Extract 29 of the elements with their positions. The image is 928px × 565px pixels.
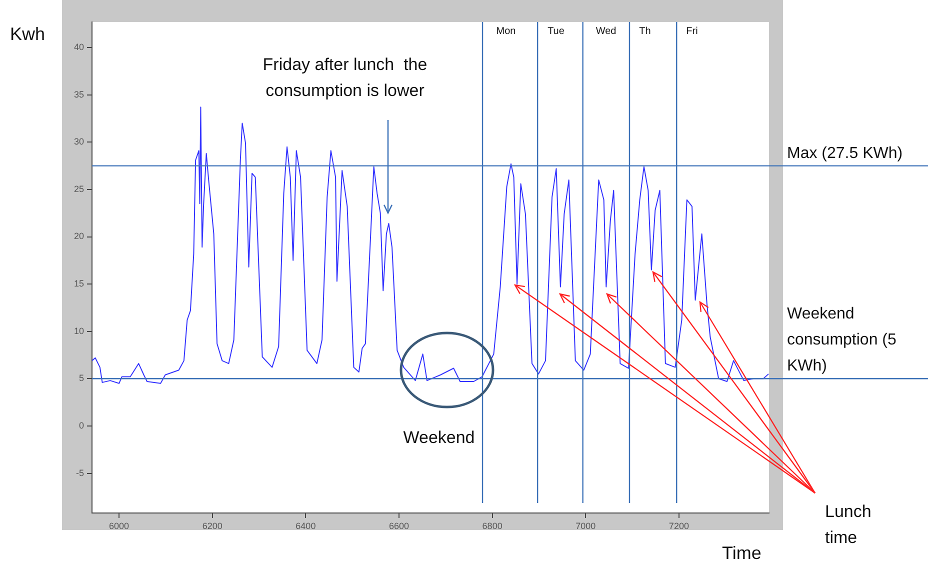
x-tick-label: 6800 xyxy=(482,520,502,531)
text: Lunch time xyxy=(825,502,872,547)
x-axis-title: Time xyxy=(722,543,762,563)
x-tick-label: 7200 xyxy=(668,520,689,531)
y-tick-label: 20 xyxy=(74,231,84,242)
y-tick-label: 25 xyxy=(74,184,84,194)
x-tick-label: 6000 xyxy=(109,520,130,531)
x-tick-label: 6400 xyxy=(296,520,316,531)
y-tick-label: -5 xyxy=(76,468,84,478)
y-tick-label: 5 xyxy=(78,373,84,384)
y-tick-label: 35 xyxy=(74,89,84,100)
annotation: Friday after lunch the consumption is lower xyxy=(262,55,428,100)
annotation: Tue xyxy=(548,26,565,37)
y-tick-label: 30 xyxy=(74,136,84,147)
x-tick-label: 6600 xyxy=(388,520,410,531)
ref-line-label: Weekend consumption (5 KWh) xyxy=(787,306,896,375)
annotation: Wed xyxy=(596,26,616,37)
annotation: Fri xyxy=(686,26,698,37)
annotation: Mon xyxy=(496,26,516,37)
x-tick-label: 7000 xyxy=(576,520,596,531)
y-tick-label: 0 xyxy=(78,420,84,430)
x-tick-label: 6200 xyxy=(202,520,222,531)
y-tick-label: 15 xyxy=(74,278,84,289)
y-tick-label: 40 xyxy=(74,42,84,52)
y-tick-label: 10 xyxy=(74,326,84,336)
annotation: Th xyxy=(639,26,651,37)
y-axis-title: Kwh xyxy=(10,24,46,44)
ref-line-label: Max (27.5 KWh) xyxy=(787,144,903,162)
annotation: Weekend xyxy=(403,428,475,447)
